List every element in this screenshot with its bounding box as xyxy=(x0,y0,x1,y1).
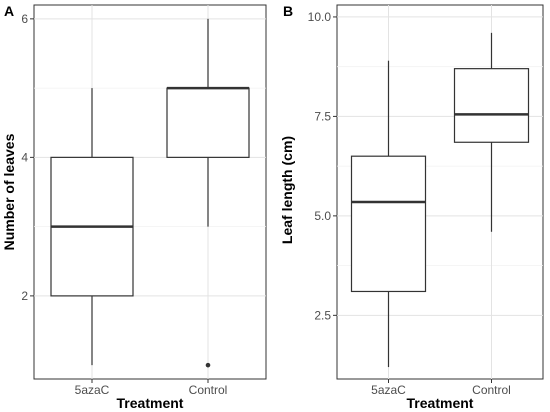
y-tick-label: 10.0 xyxy=(308,10,332,24)
y-tick-label: 4 xyxy=(21,150,28,164)
panel-b-x-axis-title: Treatment xyxy=(407,395,474,411)
x-tick-label: 5azaC xyxy=(75,383,110,397)
panel-b-y-axis-title: Leaf length (cm) xyxy=(279,136,295,244)
outlier-point xyxy=(205,362,211,368)
x-tick-label: 5azaC xyxy=(371,383,406,397)
box-5azac xyxy=(50,88,134,366)
iqr-box xyxy=(350,155,427,293)
box-control xyxy=(453,32,530,232)
panel-a-label: A xyxy=(4,3,14,19)
panel-a-y-axis-title: Number of leaves xyxy=(1,133,17,250)
panel-b-marks xyxy=(350,32,530,368)
panel-b-axes: 2.5 5.0 7.5 10.0 5azaC Control xyxy=(308,10,511,397)
panel-a-axes: 2 4 6 5azaC Control xyxy=(21,12,227,397)
iqr-box xyxy=(453,68,530,143)
y-tick-label: 5.0 xyxy=(314,209,331,223)
y-tick-label: 2.5 xyxy=(314,308,331,322)
panel-a-marks xyxy=(50,18,250,368)
box-control xyxy=(166,18,250,368)
panel-a: 2 4 6 5azaC Control A Treatment Number of le… xyxy=(1,3,267,411)
x-tick-label: Control xyxy=(472,383,511,397)
iqr-box xyxy=(166,87,250,158)
y-tick-label: 2 xyxy=(21,289,28,303)
box-5azac xyxy=(350,60,427,368)
x-tick-label: Control xyxy=(189,383,228,397)
y-tick-label: 6 xyxy=(21,12,28,26)
panel-b: 2.5 5.0 7.5 10.0 5azaC Control B Treatment Le… xyxy=(279,3,544,411)
y-tick-label: 7.5 xyxy=(314,109,331,123)
panel-a-x-axis-title: Treatment xyxy=(117,395,184,411)
panel-b-label: B xyxy=(283,3,293,19)
